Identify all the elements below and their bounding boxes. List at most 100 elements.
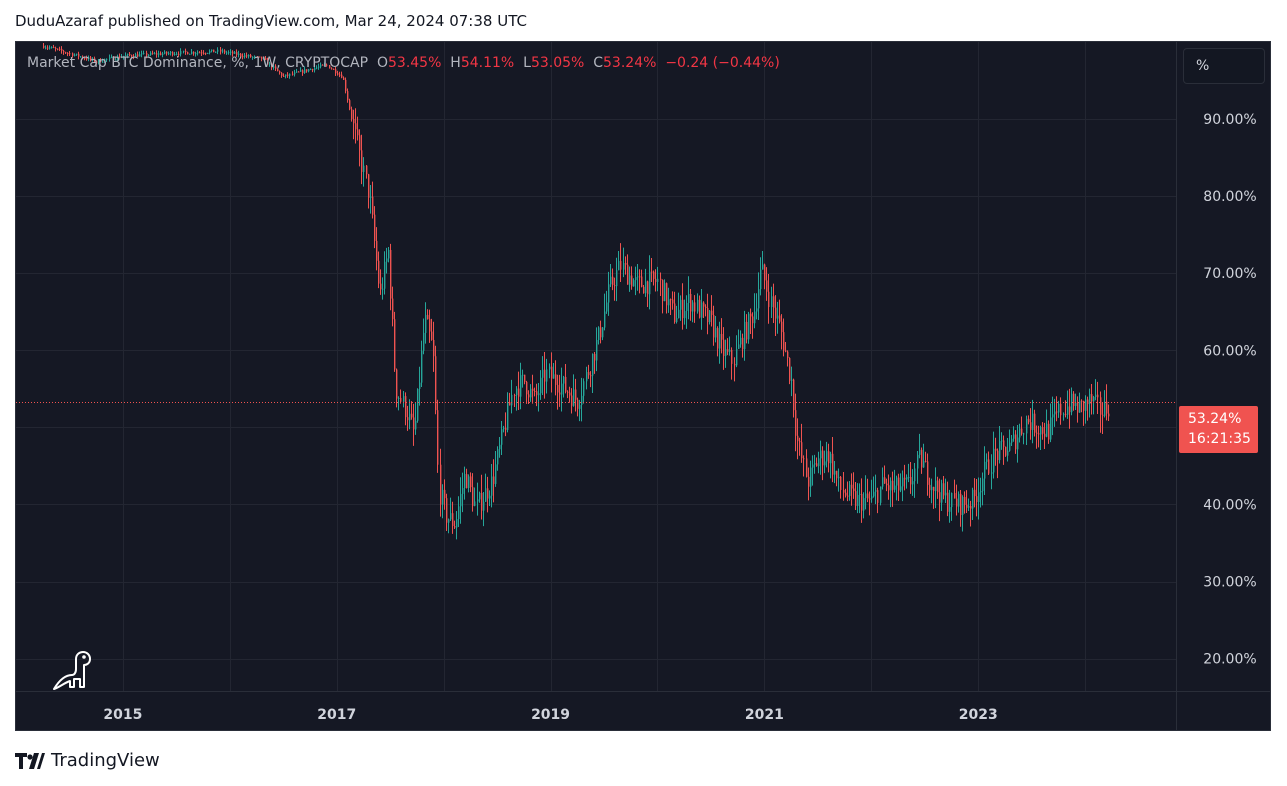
candle-body	[1028, 418, 1030, 423]
candle-body	[664, 283, 666, 302]
candle-body	[834, 470, 836, 475]
candle-body	[795, 410, 797, 436]
candle-body	[1048, 423, 1050, 440]
candle-body	[974, 489, 976, 497]
candle-body	[542, 369, 544, 378]
candle-body	[49, 47, 51, 49]
dinosaur-icon	[53, 651, 91, 690]
candle-body	[250, 55, 252, 58]
candle-body	[954, 493, 956, 499]
candle-body	[417, 388, 419, 421]
candle-body	[289, 73, 291, 76]
candle-body	[252, 56, 254, 58]
candle-body	[466, 474, 468, 488]
candle-body	[530, 388, 532, 398]
candle-body	[154, 53, 156, 55]
candle-body	[263, 58, 265, 60]
price-chart[interactable]: 20.00% 30.00% 40.00% 60.00% 70.00% 80.00% 90.0…	[16, 42, 1270, 730]
candle-body	[141, 53, 143, 55]
candle-body	[331, 68, 333, 70]
candle-body	[164, 51, 166, 54]
candle-body	[431, 331, 433, 340]
candle-body	[797, 435, 799, 442]
candle-body	[518, 388, 520, 397]
candle-body	[746, 321, 748, 340]
candle-body	[329, 65, 331, 69]
candle-body	[456, 519, 458, 528]
candle-body	[398, 397, 400, 399]
candle-body	[312, 69, 314, 71]
last-price-tag: 53.24% 16:21:35	[1179, 406, 1258, 453]
candle-body	[549, 366, 551, 370]
legend-open-label: O	[376, 55, 388, 71]
chart-panel[interactable]: 20.00% 30.00% 40.00% 60.00% 70.00% 80.00% 90.0…	[15, 41, 1271, 731]
candle-body	[427, 314, 429, 320]
candle-body	[199, 52, 201, 54]
candle-body	[886, 483, 888, 486]
candle-body	[491, 476, 493, 496]
candle-body	[341, 74, 343, 78]
candle-body	[1102, 414, 1104, 416]
candle-body	[1083, 401, 1085, 411]
candle-body	[668, 299, 670, 306]
price-tick-label: 60.00%	[1203, 343, 1256, 359]
candle-body	[440, 464, 442, 505]
candle-body	[937, 480, 939, 493]
unit-toggle-button[interactable]: %	[1183, 48, 1265, 84]
candle-body	[620, 260, 622, 270]
candle-body	[1015, 434, 1017, 450]
candle-body	[279, 71, 281, 73]
candle-body	[1060, 403, 1062, 416]
candle-body	[485, 488, 487, 502]
candle-body	[713, 315, 715, 338]
candle-body	[509, 402, 511, 406]
legend-high-label: H	[450, 55, 461, 71]
candle-body	[900, 486, 902, 491]
candle-body	[818, 458, 820, 467]
candle-body	[442, 489, 444, 505]
candle-body	[316, 67, 318, 69]
candle-body	[814, 463, 816, 465]
candle-body	[1005, 446, 1007, 456]
candle-body	[322, 64, 324, 66]
legend-change: −0.24 (−0.44%)	[665, 55, 780, 71]
candle-body	[363, 165, 365, 172]
candle-body	[308, 69, 310, 72]
candle-body	[717, 328, 719, 349]
candle-body	[423, 332, 425, 351]
legend-close-value: 53.24%	[603, 55, 657, 71]
candle-body	[799, 441, 801, 443]
legend-close-label: C	[593, 55, 604, 71]
candle-body	[573, 389, 575, 406]
candle-body	[660, 278, 662, 281]
candle-body	[551, 366, 553, 379]
candle-body	[394, 319, 396, 370]
candle-body	[109, 57, 111, 59]
candle-body	[592, 353, 594, 376]
candle-body	[211, 49, 213, 52]
candle-body	[511, 395, 513, 406]
candle-body	[812, 464, 814, 468]
footer-brand[interactable]: TradingView	[15, 750, 160, 771]
candle-body	[57, 48, 59, 50]
candle-body	[1019, 428, 1021, 438]
candle-body	[577, 399, 579, 409]
candle-body	[857, 495, 859, 507]
candle-body	[793, 379, 795, 411]
candle-body	[843, 489, 845, 493]
candles	[43, 43, 1110, 540]
candle-body	[709, 310, 711, 323]
candle-body	[960, 493, 962, 516]
candle-body	[285, 74, 287, 77]
candle-body	[53, 47, 55, 49]
candle-body	[1040, 427, 1042, 435]
candle-body	[1067, 406, 1069, 415]
candle-body	[347, 91, 349, 101]
candle-body	[888, 485, 890, 491]
candle-body	[131, 55, 133, 57]
publish-info: DuduAzaraf published on TradingView.com,…	[15, 12, 527, 30]
candle-body	[396, 369, 398, 399]
price-tick-label: 30.00%	[1203, 575, 1256, 591]
price-tick-label: 20.00%	[1203, 652, 1256, 668]
candle-body	[333, 68, 335, 70]
